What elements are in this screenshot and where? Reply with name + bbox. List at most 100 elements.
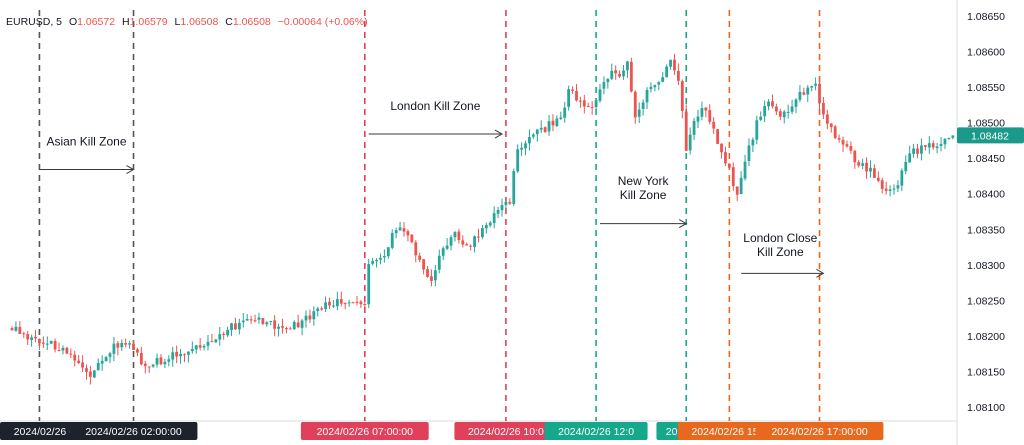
y-tick-label: 1.08350 — [967, 224, 1005, 236]
candle-body — [273, 320, 277, 329]
candle-body — [245, 319, 249, 321]
candle-body — [92, 370, 96, 378]
candle-body — [347, 302, 351, 304]
candle-body — [481, 228, 484, 238]
y-tick-label: 1.08400 — [967, 189, 1005, 201]
candle-body — [441, 248, 445, 256]
candle-body — [500, 205, 504, 211]
candle-body — [849, 145, 853, 151]
candle-body — [939, 143, 943, 146]
candle-body — [825, 114, 829, 124]
candle-body — [292, 321, 296, 330]
candle-body — [379, 257, 382, 260]
candle-body — [751, 139, 755, 146]
candle-body — [896, 185, 900, 189]
price-axis[interactable]: 1.08650 1.08600 1.08550 1.08500 1.08450 1.084… — [967, 11, 1005, 414]
asian-kill-zone-label-text: Asian Kill Zone — [46, 134, 126, 148]
candle-body — [680, 81, 684, 111]
candle-body — [218, 334, 222, 340]
candle-body — [18, 326, 22, 334]
high-value: 1.06579 — [129, 16, 168, 28]
candle-body — [696, 116, 700, 122]
candle-body — [857, 161, 861, 166]
candle-body — [10, 328, 14, 331]
candle-body — [528, 137, 531, 144]
time-label: 2024/02/26 02:00:00 — [85, 426, 182, 438]
candle-body — [108, 353, 112, 357]
candle-body — [359, 301, 363, 305]
candle-body — [430, 276, 433, 281]
symbol-name[interactable]: EURUSD, 5 — [6, 16, 63, 28]
candle-body — [85, 368, 88, 372]
candle-body — [543, 127, 547, 133]
candle-body — [41, 342, 45, 344]
candle-body — [100, 360, 104, 364]
candle-body — [445, 245, 449, 249]
candle-body — [810, 86, 814, 88]
candle-body — [147, 366, 151, 368]
candle-body — [818, 83, 821, 104]
candle-body — [320, 308, 324, 310]
candle-body — [645, 89, 649, 103]
time-label-box — [69, 422, 198, 440]
arrowhead-icon — [678, 219, 688, 229]
candle-body — [794, 99, 798, 107]
candle-body — [649, 86, 653, 90]
candle-body — [457, 231, 461, 241]
candle-body — [226, 329, 229, 336]
candle-body — [947, 137, 951, 139]
y-tick-label: 1.08600 — [967, 47, 1005, 59]
candle-body — [304, 315, 308, 321]
candle-body — [426, 269, 429, 277]
candle-body — [210, 341, 214, 343]
candle-body — [782, 111, 786, 118]
time-label-box — [755, 422, 884, 440]
candle-body — [198, 345, 202, 348]
candle-body — [598, 89, 602, 101]
candle-body — [89, 371, 92, 377]
candle-body — [786, 111, 790, 113]
candle-body — [206, 341, 210, 346]
candle-body — [743, 161, 747, 179]
candle-body — [167, 359, 171, 362]
candle-body — [771, 101, 774, 107]
candle-body — [496, 209, 500, 214]
arrowhead-icon — [126, 165, 135, 174]
candle-body — [724, 152, 727, 164]
candle-body — [767, 101, 770, 107]
candle-body — [931, 143, 935, 148]
candle-body — [269, 321, 273, 323]
candle-body — [402, 228, 406, 232]
candle-body — [308, 315, 312, 320]
candle-body — [53, 340, 57, 350]
candle-body — [285, 328, 288, 330]
candle-body — [535, 129, 539, 135]
candle-body — [833, 126, 837, 138]
candle-body — [77, 360, 81, 364]
open-value: 1.06572 — [77, 16, 116, 28]
candle-body — [559, 117, 563, 119]
y-tick-label: 1.08250 — [967, 295, 1005, 307]
candle-body — [637, 109, 641, 117]
candle-body — [935, 146, 939, 149]
current-price-value: 1.08482 — [971, 130, 1009, 142]
candle-body — [398, 227, 402, 231]
candle-body — [618, 73, 621, 77]
london-close-kill-zone-label-text: London Close — [743, 231, 817, 245]
candle-body — [512, 171, 516, 204]
candle-body — [504, 202, 508, 205]
candle-body — [692, 120, 696, 135]
arrowhead-icon — [816, 268, 825, 278]
candle-body — [845, 144, 849, 147]
candle-body — [179, 353, 182, 357]
candle-body — [873, 168, 876, 178]
candle-body — [237, 322, 241, 330]
candle-body — [328, 301, 331, 306]
candle-body — [253, 320, 257, 322]
candle-body — [73, 354, 77, 361]
candle-body — [829, 123, 833, 128]
candle-body — [727, 163, 731, 168]
